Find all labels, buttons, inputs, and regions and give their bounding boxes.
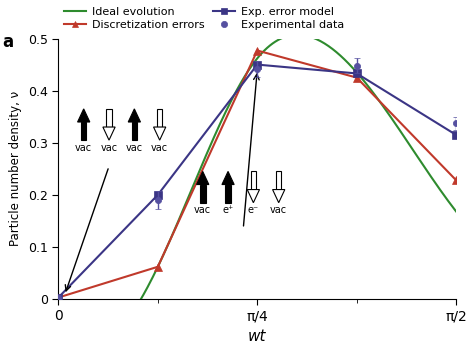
Text: vac: vac	[126, 143, 143, 153]
Text: vac: vac	[100, 143, 118, 153]
Legend: Ideal evolution, Discretization errors, Exp. error model, Experimental data: Ideal evolution, Discretization errors, …	[64, 7, 344, 31]
Polygon shape	[222, 171, 234, 185]
Polygon shape	[197, 171, 209, 185]
Polygon shape	[247, 190, 259, 203]
Bar	[157, 109, 163, 127]
Polygon shape	[154, 127, 166, 140]
Text: e⁻: e⁻	[248, 205, 259, 215]
Polygon shape	[103, 127, 115, 140]
Bar	[200, 185, 206, 203]
Bar	[225, 185, 231, 203]
Text: vac: vac	[194, 205, 211, 215]
Text: vac: vac	[151, 143, 168, 153]
Text: a: a	[3, 33, 14, 51]
Text: e⁺: e⁺	[222, 205, 234, 215]
Bar	[106, 109, 112, 127]
Bar	[132, 122, 137, 140]
Bar	[81, 122, 86, 140]
X-axis label: wt: wt	[248, 329, 266, 344]
Bar	[251, 171, 256, 190]
Text: vac: vac	[270, 205, 287, 215]
Polygon shape	[78, 109, 90, 122]
Polygon shape	[273, 190, 285, 203]
Y-axis label: Particle number density, ν: Particle number density, ν	[9, 91, 22, 246]
Text: vac: vac	[75, 143, 92, 153]
Bar	[276, 171, 282, 190]
Polygon shape	[128, 109, 140, 122]
